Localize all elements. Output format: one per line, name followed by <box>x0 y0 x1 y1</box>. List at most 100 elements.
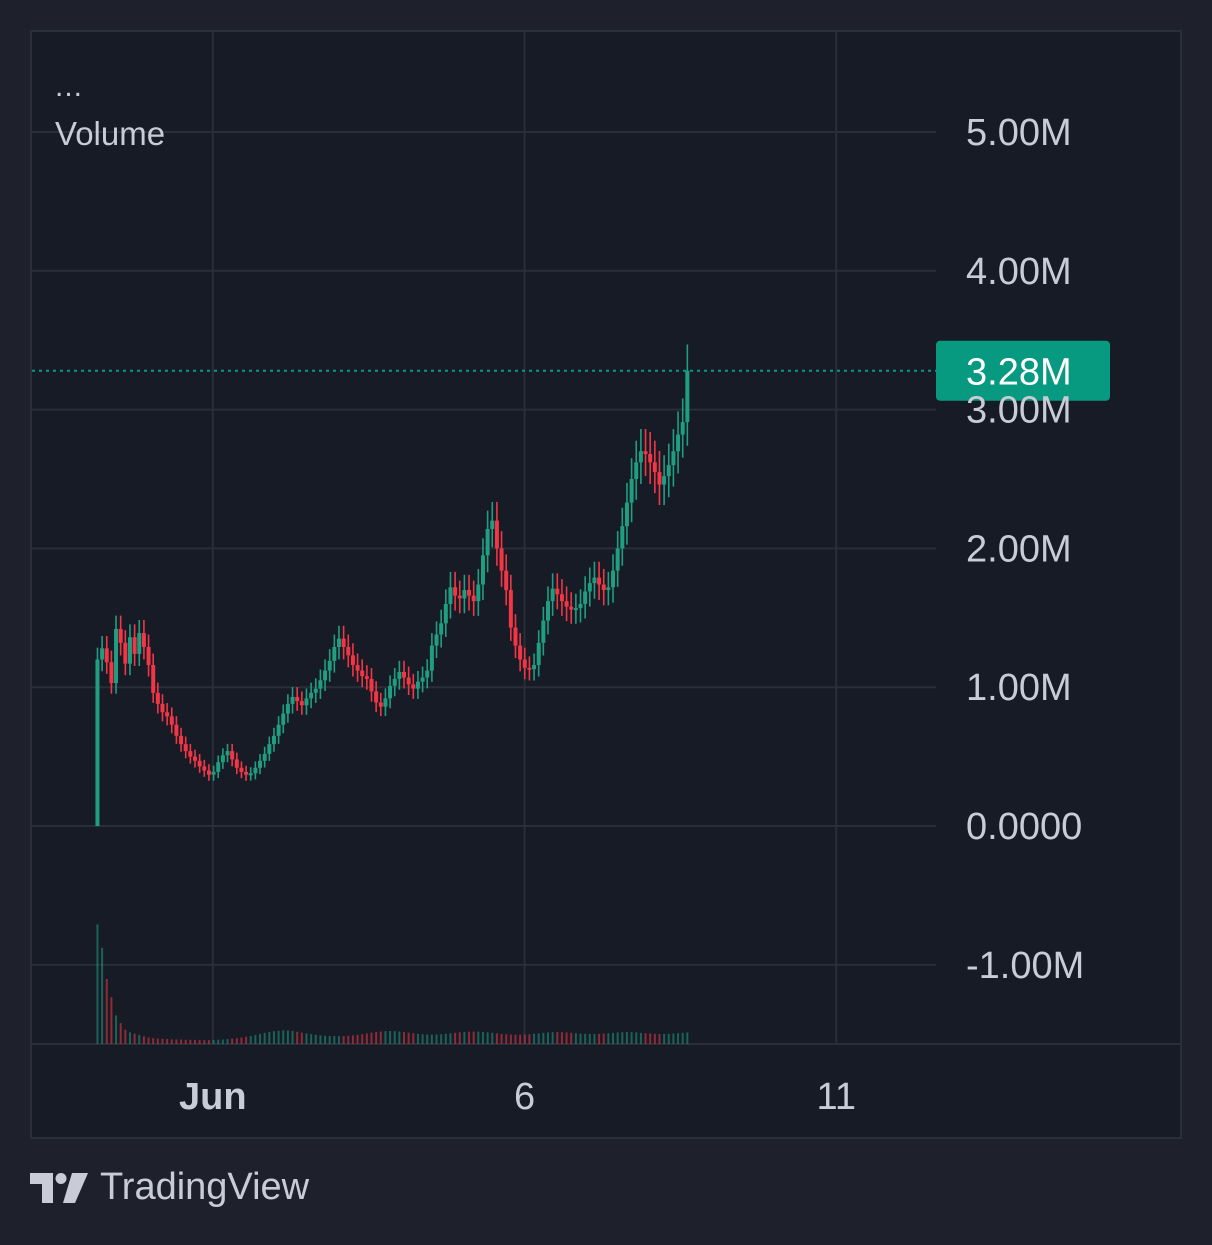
candle-body <box>225 751 230 756</box>
volume-bar <box>370 1032 373 1044</box>
volume-bar <box>101 947 104 1044</box>
last-price-marker: 3.28M <box>32 340 1110 401</box>
volume-bar <box>486 1032 489 1044</box>
candle-body <box>671 451 676 466</box>
volume-bar <box>663 1033 666 1044</box>
candle-body <box>290 696 295 704</box>
candle-body <box>174 724 179 736</box>
candle-body <box>402 671 407 678</box>
candle-body <box>624 502 629 527</box>
candle-body <box>606 587 611 591</box>
candle-body <box>578 603 583 609</box>
candle-body <box>666 465 671 477</box>
volume-bar <box>468 1031 471 1044</box>
last-price-label: 3.28M <box>966 352 1072 394</box>
volume-bar <box>472 1031 475 1044</box>
candle-body <box>271 735 276 745</box>
candle-body <box>555 588 560 595</box>
volume-bar <box>259 1033 262 1044</box>
volume-bar <box>249 1035 252 1044</box>
volume-bar <box>319 1035 322 1044</box>
candle-body <box>611 570 616 588</box>
volume-bar <box>277 1030 280 1044</box>
volume-bar <box>560 1032 563 1044</box>
volume-bar <box>300 1032 303 1044</box>
candle-body <box>299 701 304 706</box>
candle-body <box>615 548 620 571</box>
y-axis-tick-label: -1.00M <box>966 945 1084 987</box>
volume-bar <box>635 1032 638 1044</box>
candle-body <box>95 659 100 827</box>
volume-bar <box>630 1032 633 1044</box>
candle-body <box>429 645 434 671</box>
volume-bar <box>203 1040 206 1044</box>
candle-body <box>239 767 244 772</box>
volume-bar <box>305 1033 308 1044</box>
volume-bar <box>593 1033 596 1044</box>
volume-bar <box>393 1031 396 1044</box>
volume-bar <box>556 1032 559 1044</box>
volume-bar <box>124 1029 127 1044</box>
candle-body <box>364 676 369 679</box>
volume-bar <box>337 1036 340 1044</box>
y-axis-tick-label: 5.00M <box>966 112 1072 154</box>
candle-body <box>457 595 462 599</box>
legend-menu-button[interactable]: ... <box>55 70 84 103</box>
candle-body <box>662 476 667 485</box>
candle-body <box>685 370 690 423</box>
candle-body <box>188 751 193 757</box>
candle-body <box>439 623 444 635</box>
volume-bar <box>119 1023 122 1044</box>
volume-bar <box>194 1039 197 1044</box>
volume-bar <box>398 1031 401 1044</box>
volume-bar <box>616 1032 619 1044</box>
candle-body <box>230 751 235 760</box>
y-axis[interactable]: 5.00M 4.00M 3.00M 2.00M 1.00M 0.0000 -1.00M <box>966 112 1084 987</box>
volume-bar <box>528 1034 531 1044</box>
volume-bar <box>96 924 99 1044</box>
volume-bar <box>579 1033 582 1044</box>
volume-bar <box>282 1030 285 1044</box>
candle-body <box>244 771 249 775</box>
candle-body <box>304 698 309 706</box>
candle-body <box>202 766 207 771</box>
candle-body <box>141 633 146 647</box>
candle-body <box>114 628 119 684</box>
volume-bar <box>217 1039 220 1044</box>
candle-body <box>309 692 314 699</box>
volume-bar <box>240 1037 243 1044</box>
candle-body <box>211 771 216 775</box>
tradingview-brand[interactable]: TradingView <box>30 1166 309 1209</box>
volume-bar <box>481 1031 484 1044</box>
candle-body <box>318 680 323 689</box>
volume-bar <box>184 1039 187 1044</box>
candle-body <box>109 662 114 684</box>
candle-body <box>127 637 132 664</box>
x-axis[interactable]: Jun 6 11 <box>179 1076 856 1118</box>
candle-body <box>434 634 439 646</box>
volume-series-label[interactable]: Volume <box>55 115 166 152</box>
volume-bar <box>416 1033 419 1044</box>
volume-bar <box>226 1039 229 1044</box>
volume-bar <box>602 1033 605 1044</box>
volume-bar <box>166 1039 169 1044</box>
volume-bar <box>361 1034 364 1044</box>
volume-bar <box>491 1032 494 1044</box>
brand-name: TradingView <box>100 1166 310 1208</box>
candle-body <box>137 633 142 654</box>
volume-bar <box>542 1032 545 1044</box>
candle-body <box>680 422 685 435</box>
volume-bar <box>235 1038 238 1044</box>
candle-body <box>281 713 286 725</box>
volume-bar <box>272 1031 275 1044</box>
volume-bar <box>537 1033 540 1044</box>
y-axis-tick-label: 2.00M <box>966 528 1072 570</box>
candle-body <box>285 703 290 714</box>
candle-body <box>559 594 564 602</box>
candle-body <box>587 583 592 592</box>
candle-body <box>197 760 202 767</box>
volume-bar <box>231 1038 234 1044</box>
volume-bar <box>142 1036 145 1044</box>
candle-body <box>355 665 360 671</box>
